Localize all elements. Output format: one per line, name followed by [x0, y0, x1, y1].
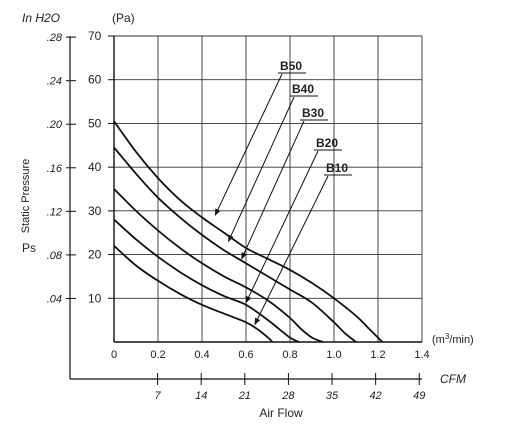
x-tick-label-m3: 1.0	[326, 349, 341, 361]
y-tick-label-pa: 70	[88, 29, 102, 43]
series-leader-arrow	[254, 175, 329, 326]
y-tick-label-inh2o: .04	[47, 293, 62, 305]
series-leader-arrow	[241, 120, 305, 260]
y-tick-label-pa: 10	[88, 291, 102, 305]
x-tick-label-cfm: 35	[326, 390, 339, 402]
y-tick-label-inh2o: .08	[47, 250, 63, 262]
series-leader-arrow	[227, 96, 295, 243]
x-tick-label-m3: 0.8	[282, 349, 297, 361]
y-unit-pa: (Pa)	[112, 11, 135, 25]
y-axis-label: Static Pressure	[20, 159, 32, 234]
grid	[114, 35, 423, 342]
y-tick-label-pa: 20	[88, 248, 102, 262]
series-line-b40	[113, 146, 357, 343]
y-tick-label-inh2o: .20	[47, 119, 63, 131]
y-tick-label-pa: 30	[88, 204, 102, 218]
y-tick-label-inh2o: .12	[47, 206, 62, 218]
y-tick-label-inh2o: .16	[47, 163, 63, 175]
x-tick-label-cfm: 49	[413, 390, 425, 402]
series-leader-arrow	[245, 150, 319, 304]
x-axis-label: Air Flow	[259, 406, 303, 420]
series-label-b20: B20	[316, 136, 338, 150]
x-tick-label-m3: 1.2	[370, 349, 385, 361]
x-tick-label-m3: 1.4	[414, 349, 429, 361]
y-tick-label-pa: 40	[88, 160, 102, 174]
series-label-b10: B10	[326, 161, 348, 175]
x-tick-label-m3: 0	[111, 349, 117, 361]
series-lines	[113, 120, 384, 343]
x-tick-label-cfm: 42	[370, 390, 382, 402]
x-unit-cfm: CFM	[440, 372, 466, 386]
series-line-b10	[113, 245, 274, 343]
y-tick-label-inh2o: .24	[47, 76, 62, 88]
y-tick-label-pa: 50	[88, 116, 102, 130]
y-tick-label-pa: 60	[88, 73, 102, 87]
series-label-b50: B50	[280, 59, 302, 73]
x-tick-label-cfm: 7	[155, 390, 162, 402]
series-leader-arrow	[214, 73, 283, 216]
x-tick-label-cfm: 28	[281, 390, 295, 402]
x-tick-label-m3: 0.2	[150, 349, 165, 361]
series-label-b40: B40	[292, 82, 314, 96]
y-axis-symbol: Ps	[22, 241, 36, 255]
tick-labels: 10 20 30 40 50 60 70 .04 .08 .12 .16 .20 .24 .28 0 0.2 0…	[47, 29, 430, 402]
series-line-b20	[113, 218, 300, 343]
y-tick-label-inh2o: .28	[47, 32, 63, 44]
series-callouts: B50 B40 B30 B20 B10	[214, 59, 352, 326]
x-tick-label-cfm: 21	[238, 390, 251, 402]
x-tick-label-cfm: 14	[195, 390, 207, 402]
y-unit-inh2o: In H2O	[22, 11, 60, 25]
series-line-b30	[113, 188, 324, 343]
series-line-b50	[113, 120, 384, 343]
series-label-b30: B30	[302, 106, 324, 120]
x-unit-m3: (m3/min)	[432, 332, 474, 346]
x-tick-label-m3: 0.6	[238, 349, 253, 361]
x-tick-label-m3: 0.4	[194, 349, 209, 361]
